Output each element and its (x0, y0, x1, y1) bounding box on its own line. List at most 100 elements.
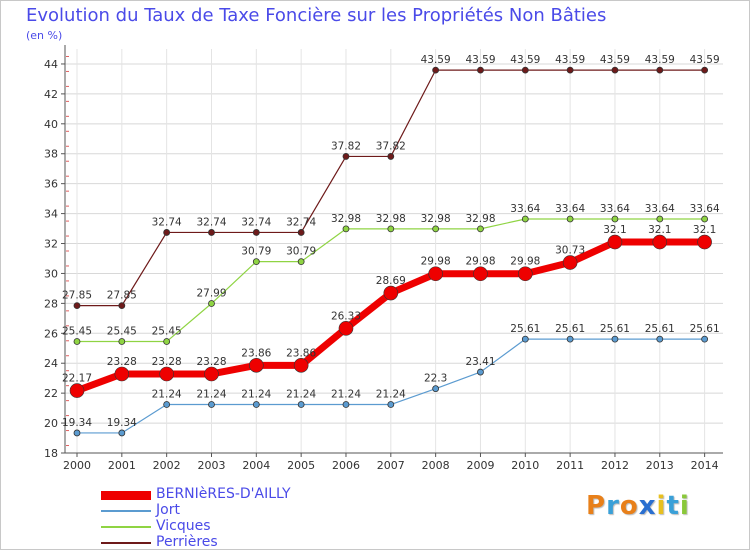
data-label: 37.82 (376, 140, 406, 152)
data-point (114, 366, 130, 382)
data-label: 23.41 (465, 356, 495, 368)
data-point (652, 234, 668, 250)
data-point (342, 401, 350, 408)
y-tick-label: 22 (44, 387, 58, 400)
data-point (611, 215, 619, 223)
legend-item: Jort (101, 502, 361, 519)
proxiti-logo: Proxiti (586, 491, 690, 521)
data-point (297, 401, 305, 408)
data-point (383, 285, 399, 301)
data-label: 30.79 (241, 246, 271, 258)
data-label: 33.64 (645, 203, 675, 215)
data-point (118, 429, 126, 437)
y-tick-label: 36 (44, 178, 58, 191)
data-point (163, 229, 171, 236)
data-point (477, 66, 484, 74)
data-point (118, 338, 126, 345)
data-point (428, 266, 443, 282)
data-point (697, 234, 712, 250)
data-label: 22.17 (62, 373, 92, 385)
x-tick-label: 2014 (691, 459, 719, 472)
data-label: 43.59 (600, 54, 630, 66)
data-point (208, 401, 215, 408)
legend: BERNIèRES-D'AILLY Jort Vicques Perrières (101, 486, 361, 551)
data-label: 27.99 (196, 288, 226, 300)
data-label: 25.61 (690, 323, 720, 335)
data-point (73, 302, 81, 310)
legend-label: Jort (156, 502, 180, 518)
data-point (701, 66, 709, 74)
data-point (701, 215, 709, 223)
data-label: 27.85 (62, 290, 92, 302)
unit-label: (en %) (26, 29, 63, 42)
data-label: 32.98 (421, 213, 451, 225)
legend-item: Vicques (101, 518, 361, 535)
data-label: 32.74 (286, 216, 316, 228)
data-point (607, 234, 623, 250)
data-point (521, 66, 529, 74)
data-label: 27.85 (107, 290, 137, 302)
data-label: 43.59 (645, 54, 675, 66)
y-tick-label: 24 (44, 357, 58, 370)
data-label: 43.59 (555, 54, 585, 66)
x-tick-label: 2010 (511, 459, 539, 472)
data-label: 23.86 (241, 347, 271, 359)
data-point (473, 266, 488, 282)
data-point (118, 302, 126, 310)
y-tick-label: 30 (44, 267, 58, 280)
x-tick-label: 2000 (63, 459, 91, 472)
x-tick-label: 2001 (108, 459, 136, 472)
data-label: 32.98 (331, 213, 361, 225)
data-label: 32.1 (693, 224, 716, 236)
legend-swatch (101, 490, 151, 500)
data-label: 21.24 (196, 389, 226, 401)
legend-label: Vicques (156, 518, 211, 534)
data-label: 26.33 (331, 310, 361, 322)
data-label: 23.28 (152, 356, 182, 368)
data-point (208, 300, 215, 307)
legend-swatch (101, 510, 151, 512)
data-label: 25.45 (107, 326, 137, 338)
data-label: 30.79 (286, 246, 316, 258)
y-tick-label: 34 (44, 208, 58, 221)
x-tick-label: 2003 (197, 459, 225, 472)
data-label: 33.64 (690, 203, 720, 215)
data-point (293, 358, 309, 373)
x-tick-label: 2006 (332, 459, 360, 472)
data-label: 25.61 (555, 323, 585, 335)
data-point (252, 229, 260, 236)
data-label: 22.3 (424, 373, 447, 385)
data-point (611, 66, 619, 74)
legend-swatch (101, 526, 151, 528)
x-tick-label: 2012 (601, 459, 629, 472)
y-tick-label: 44 (44, 58, 58, 71)
legend-label: BERNIèRES-D'AILLY (156, 486, 291, 502)
x-tick-label: 2011 (556, 459, 584, 472)
data-label: 23.28 (107, 356, 137, 368)
data-label: 43.59 (421, 54, 451, 66)
data-label: 25.45 (62, 326, 92, 338)
data-label: 23.86 (286, 347, 316, 359)
y-tick-label: 28 (44, 297, 58, 310)
x-tick-label: 2005 (287, 459, 315, 472)
data-point (566, 66, 574, 74)
data-point (387, 225, 395, 233)
data-point (656, 215, 664, 223)
data-point (517, 266, 533, 282)
data-label: 32.74 (241, 216, 271, 228)
data-point (521, 335, 529, 343)
data-point (204, 366, 219, 382)
data-label: 19.34 (107, 417, 137, 429)
data-point (163, 338, 171, 345)
data-point (521, 215, 529, 223)
data-label: 32.98 (376, 213, 406, 225)
data-point (387, 153, 395, 160)
logo-letter: i (656, 491, 667, 521)
data-point (73, 338, 81, 345)
data-label: 25.61 (600, 323, 630, 335)
data-label: 21.24 (152, 389, 182, 401)
data-point (249, 358, 264, 373)
legend-label: Perrières (156, 534, 218, 550)
y-tick-label: 38 (44, 148, 58, 161)
